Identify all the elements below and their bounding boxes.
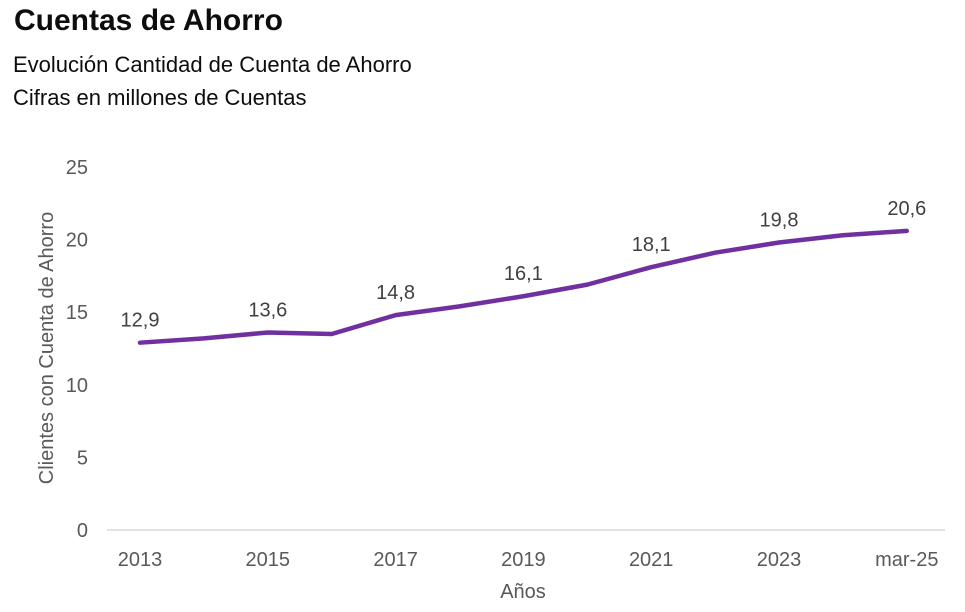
y-tick-label: 25: [66, 157, 88, 179]
data-label: 12,9: [121, 310, 160, 332]
data-label: 14,8: [376, 282, 415, 304]
savings-accounts-line: [137, 228, 910, 345]
chart-title: Cuentas de Ahorro: [14, 4, 283, 37]
x-axis-title: Años: [500, 581, 546, 603]
x-tick-label: 2021: [629, 549, 674, 571]
data-label: 20,6: [887, 198, 926, 220]
y-tick-label: 20: [66, 230, 88, 252]
chart-subtitle-line1: Evolución Cantidad de Cuenta de Ahorro: [13, 52, 412, 77]
data-label: 13,6: [248, 300, 287, 322]
y-tick-label: 10: [66, 375, 88, 397]
y-tick-label: 15: [66, 302, 88, 324]
x-tick-label: 2013: [118, 549, 163, 571]
x-tick-label: mar-25: [875, 549, 938, 571]
x-tick-label: 2019: [501, 549, 546, 571]
x-tick-label: 2017: [373, 549, 418, 571]
y-tick-label: 0: [77, 520, 88, 542]
x-tick-label: 2015: [246, 549, 291, 571]
y-tick-label: 5: [77, 447, 88, 469]
x-tick-label: 2023: [757, 549, 802, 571]
data-label: 18,1: [632, 234, 671, 256]
chart-subtitle-line2: Cifras en millones de Cuentas: [13, 85, 307, 110]
data-label: 19,8: [760, 210, 799, 232]
data-label: 16,1: [504, 263, 543, 285]
